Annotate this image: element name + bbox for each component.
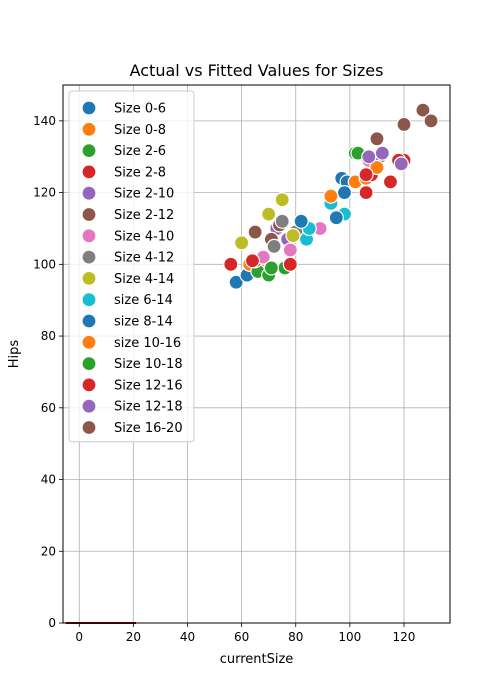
legend-marker <box>81 334 97 350</box>
scatter-point <box>282 256 298 272</box>
x-tick-label: 60 <box>234 630 249 644</box>
chart-title: Actual vs Fitted Values for Sizes <box>130 61 384 80</box>
x-axis-label: currentSize <box>220 652 294 667</box>
x-tick-label: 80 <box>288 630 303 644</box>
legend-entry: size 10-16 <box>114 336 181 351</box>
legend-entry: Size 2-6 <box>114 144 166 159</box>
legend-marker <box>81 206 97 223</box>
legend-marker <box>81 100 97 116</box>
legend-entry: Size 4-14 <box>114 272 174 287</box>
scatter-point <box>223 256 239 272</box>
legend-marker <box>81 377 97 393</box>
legend-marker <box>81 270 97 286</box>
y-tick-label: 60 <box>41 401 56 415</box>
scatter-point <box>274 213 290 229</box>
y-tick-label: 20 <box>41 544 56 558</box>
scatter-point <box>396 116 412 133</box>
legend-marker <box>81 419 97 436</box>
scatter-point <box>247 224 263 240</box>
plot-frame <box>62 84 451 624</box>
legend-marker <box>81 164 97 180</box>
scatter-point <box>266 238 282 254</box>
legend-entry: Size 0-8 <box>114 123 166 138</box>
y-tick-label: 0 <box>48 616 56 630</box>
ticks-layer: 0 20 40 60 80 100 120 0 20 40 60 80 100 120 140 <box>33 114 415 644</box>
y-tick-label: 100 <box>33 257 56 271</box>
legend-entry: Size 12-16 <box>114 378 183 393</box>
y-tick-label: 140 <box>33 114 56 128</box>
scatter-point <box>374 145 390 161</box>
legend-marker <box>81 398 97 414</box>
scatter-point <box>393 156 409 172</box>
legend-entry: Size 16-20 <box>114 421 183 436</box>
scatter-point <box>323 188 339 204</box>
scatter-point <box>293 213 309 229</box>
scatter-point <box>282 242 298 258</box>
legend-marker <box>81 185 97 201</box>
legend-marker <box>81 143 97 159</box>
x-tick-label: 40 <box>180 630 195 644</box>
scatter-point <box>336 185 353 201</box>
scatter-point <box>234 235 250 251</box>
scatter-point <box>261 206 277 222</box>
scatter-point <box>285 228 301 244</box>
legend-marker <box>81 249 97 265</box>
scatter-point <box>328 210 344 226</box>
legend: Size 0-6 Size 0-8 Size 2-6 Size 2-8 Size 2-1… <box>68 90 195 443</box>
legend-box <box>68 90 195 443</box>
legend-entry: Size 10-18 <box>114 357 183 372</box>
y-tick-label: 80 <box>41 329 56 343</box>
legend-entry: Size 0-6 <box>114 102 166 117</box>
legend-entry: Size 2-10 <box>114 187 174 202</box>
legend-entry: size 6-14 <box>114 293 173 308</box>
y-tick-label: 120 <box>33 186 56 200</box>
x-tick-label: 20 <box>126 630 141 644</box>
scatter-point <box>244 253 261 269</box>
legend-marker <box>81 121 97 137</box>
legend-marker <box>81 228 97 244</box>
legend-entry: Size 2-8 <box>114 165 166 180</box>
scatter-point <box>228 274 244 290</box>
legend-marker <box>81 356 97 372</box>
scatter-point <box>423 113 439 129</box>
scatter-point <box>382 174 399 190</box>
legend-entry: Size 4-12 <box>114 251 174 266</box>
scatter-point <box>415 102 431 118</box>
points-layer <box>223 102 439 290</box>
scatter-point <box>369 131 385 147</box>
legend-marker <box>81 313 97 329</box>
x-tick-label: 0 <box>75 630 83 644</box>
legend-entry: Size 12-18 <box>114 400 183 415</box>
scatter-point <box>369 159 385 176</box>
scatter-point <box>361 149 377 165</box>
y-tick-label: 40 <box>41 473 56 487</box>
x-tick-label: 120 <box>393 630 416 644</box>
scatter-point <box>263 260 279 276</box>
scatter-point <box>358 185 374 201</box>
scatter-point <box>358 167 374 183</box>
y-axis-label: Hips <box>7 340 22 369</box>
legend-entry: Size 2-12 <box>114 208 174 223</box>
legend-marker <box>81 292 97 308</box>
x-tick-label: 100 <box>338 630 361 644</box>
legend-entry: size 8-14 <box>114 315 173 330</box>
legend-entry: Size 4-10 <box>114 229 174 244</box>
scatter-point <box>274 192 290 208</box>
